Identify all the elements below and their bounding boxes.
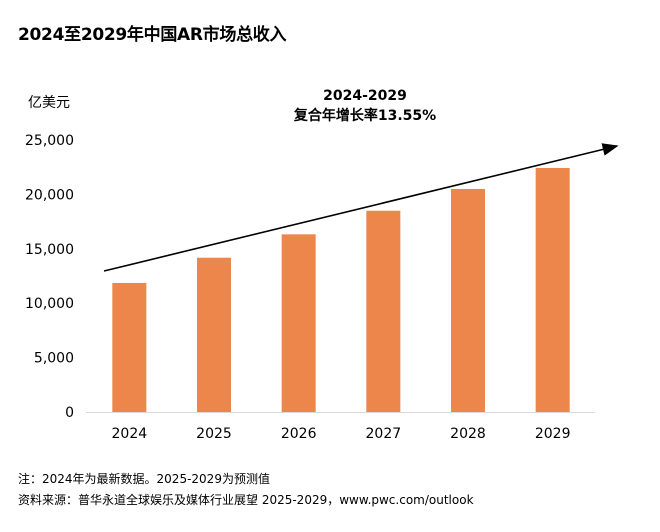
chart-title: 2024至2029年中国AR市场总收入 bbox=[18, 25, 287, 45]
y-axis-label: 亿美元 bbox=[28, 95, 70, 111]
bar-2024 bbox=[112, 282, 147, 412]
bar-2025 bbox=[197, 257, 231, 412]
x-tick-label: 2026 bbox=[281, 426, 317, 442]
y-tick-label: 20,000 bbox=[25, 187, 74, 203]
x-tick-label: 2029 bbox=[535, 426, 571, 442]
annotation-cagr: 复合年增长率13.55% bbox=[293, 108, 437, 124]
x-tick-label: 2028 bbox=[450, 426, 486, 442]
x-tick-label: 2025 bbox=[196, 426, 232, 442]
x-tick-label: 2027 bbox=[366, 426, 402, 442]
bar-2026 bbox=[281, 234, 316, 412]
y-tick-label: 10,000 bbox=[25, 296, 74, 312]
source-note: 资料来源：普华永道全球娱乐及媒体行业展望 2025-2029，www.pwc.c… bbox=[18, 493, 474, 507]
y-tick-label: 25,000 bbox=[25, 133, 74, 149]
trend-arrow bbox=[103, 143, 619, 272]
bar-2028 bbox=[451, 188, 485, 412]
annotation-period: 2024-2029 bbox=[323, 88, 407, 104]
y-tick-label: 0 bbox=[65, 405, 74, 421]
y-tick-label: 5,000 bbox=[34, 351, 74, 367]
footnote: 注：2024年为最新数据。2025-2029为预测值 bbox=[18, 472, 270, 486]
bar-2027 bbox=[366, 210, 401, 412]
x-tick-label: 2024 bbox=[112, 426, 148, 442]
y-tick-label: 15,000 bbox=[25, 242, 74, 258]
bar-2029 bbox=[535, 167, 570, 412]
cagr-annotation: 2024-2029 复合年增长率13.55% bbox=[265, 86, 465, 126]
